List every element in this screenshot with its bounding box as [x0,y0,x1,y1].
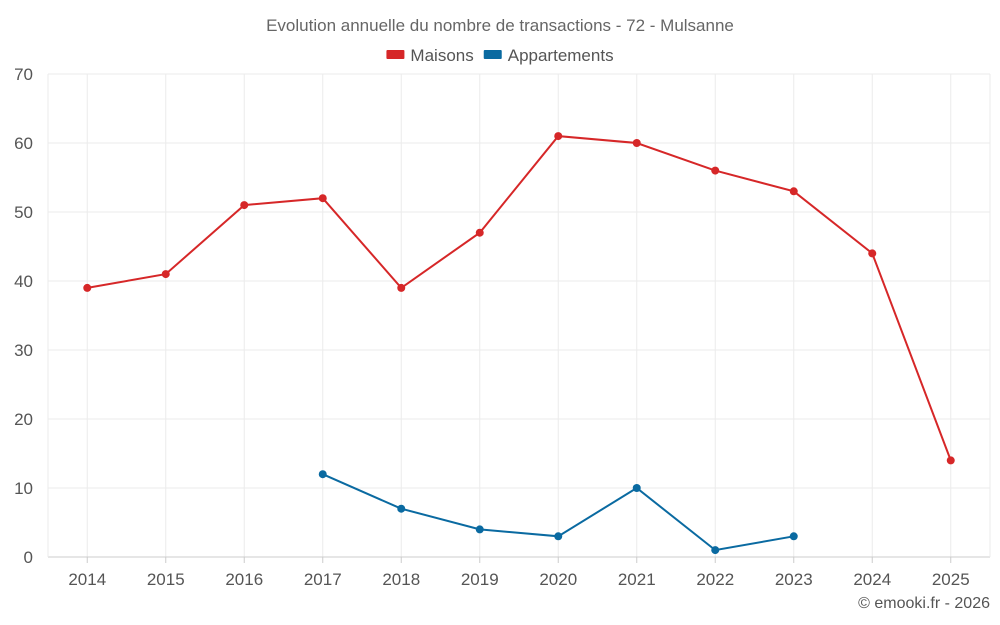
x-tick-label: 2017 [304,570,342,589]
data-point-maisons[interactable] [240,201,249,210]
data-point-maisons[interactable] [946,456,955,465]
x-tick-label: 2024 [853,570,891,589]
legend-label: Maisons [410,46,473,65]
y-tick-label: 40 [14,272,33,291]
x-tick-label: 2021 [618,570,656,589]
data-point-appartements[interactable] [475,525,484,534]
data-point-appartements[interactable] [711,546,720,555]
legend-item-appartements[interactable]: Appartements [483,46,614,65]
y-tick-label: 10 [14,479,33,498]
axes: 0 10 20 30 40 50 60 70 2014 2015 2016 2017 2018 2019 2… [14,65,991,589]
data-point-maisons[interactable] [632,139,641,147]
legend-label: Appartements [508,46,614,65]
x-tick-label: 2018 [382,570,420,589]
data-point-maisons[interactable] [789,187,798,196]
x-tick-label: 2019 [461,570,499,589]
x-tick-label: 2015 [147,570,185,589]
legend-item-maisons[interactable]: Maisons [386,46,474,65]
x-tick-label: 2022 [696,570,734,589]
data-point-maisons[interactable] [83,283,92,292]
data-point-maisons[interactable] [475,228,484,237]
legend-swatch [483,50,502,59]
y-tick-label: 50 [14,203,33,222]
series-line-maisons [87,135,952,461]
data-point-maisons[interactable] [397,283,406,292]
data-point-maisons[interactable] [868,249,877,258]
credit-text: © emooki.fr - 2026 [858,595,990,612]
y-tick-label: 30 [14,341,33,360]
x-tick-label: 2014 [68,570,106,589]
data-point-maisons[interactable] [554,132,563,141]
data-point-appartements[interactable] [318,470,327,479]
y-tick-label: 0 [24,548,33,567]
legend-swatch [386,50,405,59]
data-point-appartements[interactable] [397,504,406,513]
chart-title: Evolution annuelle du nombre de transact… [266,16,734,35]
data-point-appartements[interactable] [789,532,798,541]
y-tick-label: 70 [14,65,33,84]
x-tick-label: 2016 [225,570,263,589]
data-point-maisons[interactable] [711,166,720,175]
x-tick-label: 2020 [539,570,577,589]
grid [48,73,990,557]
data-point-appartements[interactable] [554,532,563,541]
y-tick-label: 20 [14,410,33,429]
x-tick-label: 2023 [775,570,813,589]
data-point-appartements[interactable] [632,484,641,492]
series-layer [83,132,955,555]
data-point-maisons[interactable] [318,194,327,203]
x-tick-label: 2025 [932,570,970,589]
data-point-maisons[interactable] [161,270,170,279]
y-tick-label: 60 [14,134,33,153]
legend: Maisons Appartements [386,46,614,65]
